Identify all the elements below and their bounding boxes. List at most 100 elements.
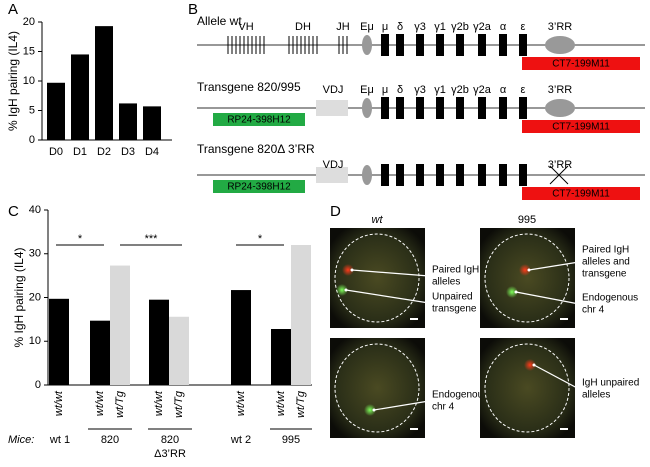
- group-label: 820: [161, 434, 179, 446]
- constant-gene: [381, 34, 389, 56]
- segment-label: VDJ: [323, 159, 344, 171]
- y-tick-label: 15: [23, 45, 35, 57]
- y-axis-label: % IgH pairing (IL4): [6, 31, 20, 131]
- pointer-arrow: [345, 289, 430, 304]
- probe: [522, 57, 640, 70]
- segment-label: 3’RR: [548, 21, 573, 33]
- nucleus-outline: [484, 233, 570, 323]
- segment-label: ε: [521, 84, 526, 96]
- image-label: alleles and: [582, 257, 630, 268]
- significance-label: *: [258, 233, 263, 245]
- constant-gene: [436, 164, 444, 186]
- segment-label: 3’RR: [548, 84, 573, 96]
- probe: [522, 187, 640, 200]
- panel-letter: C: [8, 203, 19, 220]
- micrograph: [330, 338, 425, 438]
- row-label: Transgene 820Δ 3’RR: [197, 142, 315, 156]
- constant-gene: [416, 34, 424, 56]
- segment-label: γ2b: [451, 21, 469, 33]
- vdj-block: [316, 167, 348, 183]
- x-tick-label: D0: [49, 146, 63, 158]
- y-axis-label: % IgH pairing (IL4): [12, 247, 26, 347]
- probe-label: CT7-199M11: [552, 59, 610, 70]
- image-label: Paired IgH: [582, 245, 629, 256]
- micrograph: [330, 228, 425, 328]
- arrow-head: [514, 290, 518, 294]
- constant-gene: [416, 97, 424, 119]
- image-label: alleles: [432, 277, 460, 288]
- bar: [271, 329, 291, 385]
- bar: [110, 265, 130, 385]
- scale-bar: [410, 318, 418, 320]
- enhancer: [362, 98, 372, 118]
- segment-label: γ1: [434, 21, 446, 33]
- constant-gene: [499, 164, 507, 186]
- fish-signal: [519, 264, 531, 276]
- constant-gene: [519, 164, 527, 186]
- segment-label: DH: [295, 21, 311, 33]
- constant-gene: [381, 164, 389, 186]
- bar: [119, 103, 137, 140]
- constant-gene: [478, 164, 486, 186]
- constant-gene: [456, 97, 464, 119]
- constant-gene: [436, 34, 444, 56]
- segment-label: 3’RR: [548, 159, 573, 171]
- y-tick-label: 20: [29, 291, 41, 303]
- constant-gene: [416, 164, 424, 186]
- constant-gene: [396, 34, 404, 56]
- constant-gene: [456, 164, 464, 186]
- image-label: Endogenous: [582, 293, 638, 304]
- group-label: 820: [101, 434, 119, 446]
- constant-gene: [396, 97, 404, 119]
- y-tick-label: 10: [29, 335, 41, 347]
- constant-gene: [499, 97, 507, 119]
- y-tick-label: 10: [23, 75, 35, 87]
- segment-label: γ3: [414, 21, 426, 33]
- nucleus-outline: [484, 343, 570, 433]
- constant-gene: [436, 97, 444, 119]
- panel-letter: A: [8, 1, 18, 18]
- y-tick-label: 0: [29, 134, 35, 146]
- image-label: Paired IgH: [432, 265, 479, 276]
- bar: [291, 245, 311, 385]
- scale-bar: [560, 428, 568, 430]
- mice-label: Mice:: [8, 434, 34, 446]
- x-tick-label: wt/Tg: [295, 390, 307, 418]
- bar: [47, 82, 65, 140]
- image-label: transgene: [432, 304, 477, 315]
- significance-label: ***: [145, 233, 159, 245]
- x-tick-label: D4: [145, 146, 159, 158]
- segment-label: Eμ: [360, 21, 374, 33]
- x-tick-label: wt/wt: [53, 390, 65, 416]
- bar: [143, 106, 161, 140]
- x-tick-label: wt/wt: [94, 390, 106, 416]
- constant-gene: [519, 97, 527, 119]
- image-label: chr 4: [432, 402, 455, 413]
- x-tick-label: wt/wt: [275, 390, 287, 416]
- segment-label: γ1: [434, 84, 446, 96]
- constant-gene: [478, 34, 486, 56]
- arrow-head: [350, 268, 354, 272]
- segment-label: γ2a: [473, 84, 492, 96]
- y-tick-label: 5: [29, 104, 35, 116]
- fish-signal: [364, 404, 376, 416]
- x-tick-label: wt/Tg: [173, 390, 185, 418]
- x-tick-label: wt/wt: [235, 390, 247, 416]
- micrograph: [480, 228, 575, 328]
- x-tick-label: D2: [97, 146, 111, 158]
- enhancer-3rr: [545, 36, 575, 54]
- pointer-arrow: [351, 269, 430, 277]
- segment-label: Eμ: [360, 84, 374, 96]
- scale-bar: [560, 318, 568, 320]
- row-label: Allele wt: [197, 14, 242, 28]
- y-tick-label: 0: [35, 379, 41, 391]
- deletion-x: [549, 165, 569, 185]
- segment-label: ε: [521, 21, 526, 33]
- constant-gene: [381, 97, 389, 119]
- constant-gene: [456, 34, 464, 56]
- image-title: wt: [372, 214, 384, 226]
- row-label: Transgene 820/995: [197, 80, 301, 94]
- pointer-arrow: [373, 400, 430, 411]
- segment-label: α: [500, 84, 507, 96]
